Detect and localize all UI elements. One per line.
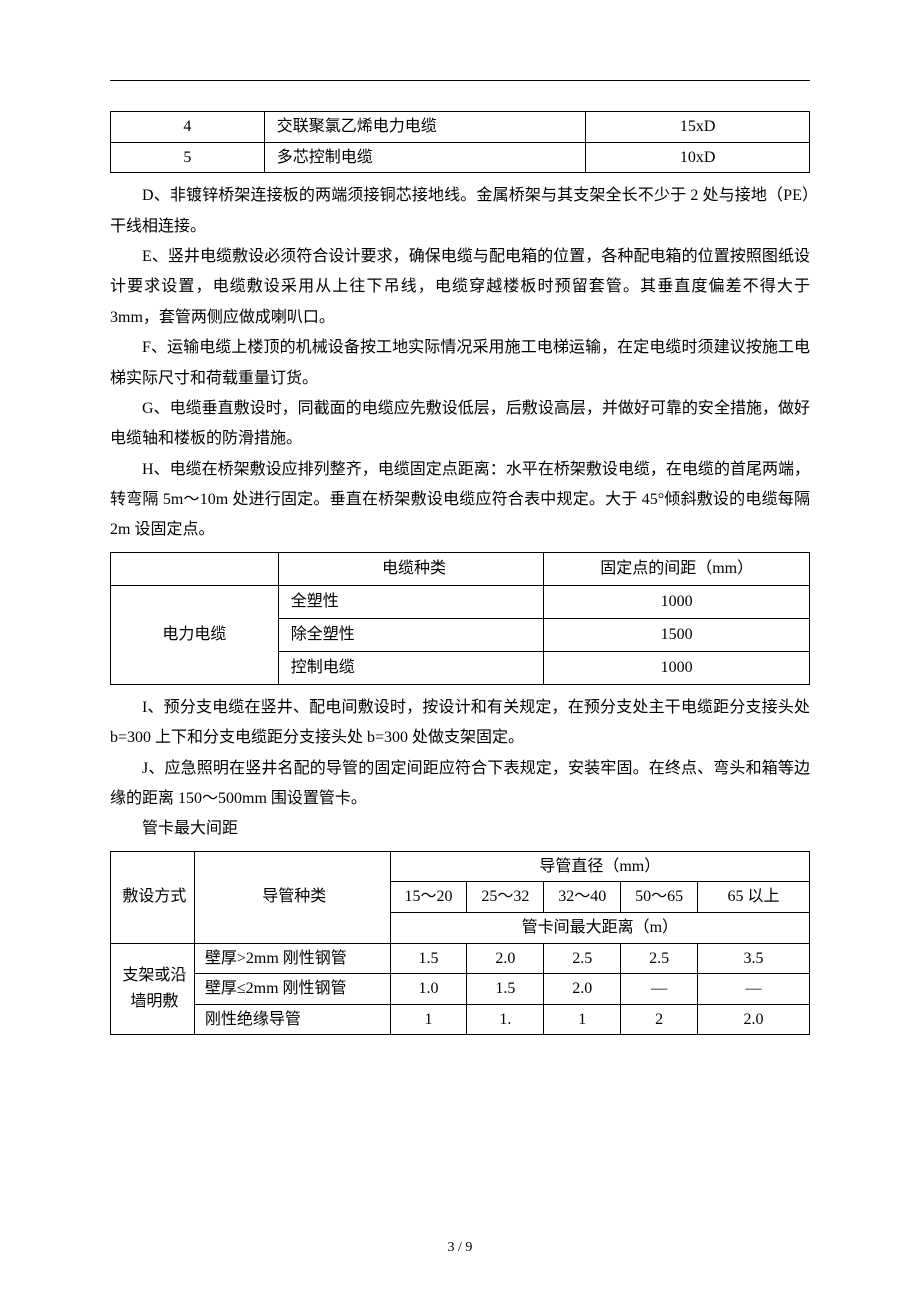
cell-value: 2.0 xyxy=(698,1004,810,1035)
header-rule xyxy=(110,80,810,81)
cell-group-label: 电力电缆 xyxy=(111,585,279,684)
cell-diam-range: 32～40 xyxy=(544,882,621,913)
cell-header-spacing: 固定点的间距（mm） xyxy=(544,552,810,585)
cell-conduit-type: 刚性绝缘导管 xyxy=(194,1004,390,1035)
table-row: 5 多芯控制电缆 10xD xyxy=(111,142,810,173)
cell-value: 2 xyxy=(621,1004,698,1035)
cell-value: 15xD xyxy=(586,112,810,143)
cell-value: — xyxy=(698,974,810,1005)
cell-conduit-type: 壁厚>2mm 刚性钢管 xyxy=(194,943,390,974)
cell-value: 2.5 xyxy=(544,943,621,974)
cell-spacing: 1000 xyxy=(544,651,810,684)
cell-header-kind: 电缆种类 xyxy=(278,552,544,585)
paragraph-D: D、非镀锌桥架连接板的两端须接铜芯接地线。金属桥架与其支架全长不少于 2 处与接… xyxy=(110,181,810,242)
cell-header-diameter-title: 导管直径（mm） xyxy=(390,851,809,882)
paragraph-F: F、运输电缆上楼顶的机械设备按工地实际情况采用施工电梯运输，在定电缆时须建议按施… xyxy=(110,333,810,394)
cell-value: 2.0 xyxy=(467,943,544,974)
cell-seq: 5 xyxy=(111,142,265,173)
table-row: 4 交联聚氯乙烯电力电缆 15xD xyxy=(111,112,810,143)
pipe-clip-spacing-table: 敷设方式 导管种类 导管直径（mm） 15～20 25～32 32～40 50～… xyxy=(110,851,810,1036)
cell-diam-range: 50～65 xyxy=(621,882,698,913)
paragraph-E: E、竖井电缆敷设必须符合设计要求，确保电缆与配电箱的位置，各种配电箱的位置按照图… xyxy=(110,242,810,333)
cell-value: 3.5 xyxy=(698,943,810,974)
cell-diam-range: 15～20 xyxy=(390,882,467,913)
cell-header-max-spacing: 管卡间最大距离（m） xyxy=(390,913,809,944)
table-row: 壁厚≤2mm 刚性钢管 1.0 1.5 2.0 — — xyxy=(111,974,810,1005)
cell-name: 交联聚氯乙烯电力电缆 xyxy=(264,112,586,143)
table-row: 支架或沿墙明敷 壁厚>2mm 刚性钢管 1.5 2.0 2.5 2.5 3.5 xyxy=(111,943,810,974)
cell-value: 1 xyxy=(544,1004,621,1035)
cell-header-conduit-type: 导管种类 xyxy=(194,851,390,943)
cable-bend-radius-table: 4 交联聚氯乙烯电力电缆 15xD 5 多芯控制电缆 10xD xyxy=(110,111,810,173)
cell-kind: 全塑性 xyxy=(278,585,544,618)
cell-value: 2.0 xyxy=(544,974,621,1005)
cell-value: 1 xyxy=(390,1004,467,1035)
cell-diam-range: 65 以上 xyxy=(698,882,810,913)
cell-conduit-type: 壁厚≤2mm 刚性钢管 xyxy=(194,974,390,1005)
cell-spacing: 1000 xyxy=(544,585,810,618)
cell-group-label: 支架或沿墙明敷 xyxy=(111,943,195,1035)
paragraph-I: I、预分支电缆在竖井、配电间敷设时，按设计和有关规定，在预分支处主干电缆距分支接… xyxy=(110,693,810,754)
table-header-row: 电缆种类 固定点的间距（mm） xyxy=(111,552,810,585)
cell-value: 1.5 xyxy=(390,943,467,974)
table-header-row: 敷设方式 导管种类 导管直径（mm） xyxy=(111,851,810,882)
table-row: 刚性绝缘导管 1 1. 1 2 2.0 xyxy=(111,1004,810,1035)
cell-value: 2.5 xyxy=(621,943,698,974)
table3-caption: 管卡最大间距 xyxy=(110,814,810,844)
cell-value: 1. xyxy=(467,1004,544,1035)
cell-value: 10xD xyxy=(586,142,810,173)
paragraph-G: G、电缆垂直敷设时，同截面的电缆应先敷设低层，后敷设高层，并做好可靠的安全措施，… xyxy=(110,394,810,455)
page-number: 3 / 9 xyxy=(0,1235,920,1262)
cell-seq: 4 xyxy=(111,112,265,143)
cell-name: 多芯控制电缆 xyxy=(264,142,586,173)
table-row: 电力电缆 全塑性 1000 xyxy=(111,585,810,618)
page: 4 交联聚氯乙烯电力电缆 15xD 5 多芯控制电缆 10xD D、非镀锌桥架连… xyxy=(0,0,920,1302)
cell-value: 1.0 xyxy=(390,974,467,1005)
paragraph-H: H、电缆在桥架敷设应排列整齐，电缆固定点距离：水平在桥架敷设电缆，在电缆的首尾两… xyxy=(110,455,810,546)
cell-kind: 除全塑性 xyxy=(278,618,544,651)
cell-value: 1.5 xyxy=(467,974,544,1005)
cell-header-laying: 敷设方式 xyxy=(111,851,195,943)
cell-kind: 控制电缆 xyxy=(278,651,544,684)
cell-diam-range: 25～32 xyxy=(467,882,544,913)
paragraph-J: J、应急照明在竖井名配的导管的固定间距应符合下表规定，安装牢固。在终点、弯头和箱… xyxy=(110,754,810,815)
cell-blank xyxy=(111,552,279,585)
cell-value: — xyxy=(621,974,698,1005)
cell-spacing: 1500 xyxy=(544,618,810,651)
cable-fix-spacing-table: 电缆种类 固定点的间距（mm） 电力电缆 全塑性 1000 除全塑性 1500 … xyxy=(110,552,810,685)
